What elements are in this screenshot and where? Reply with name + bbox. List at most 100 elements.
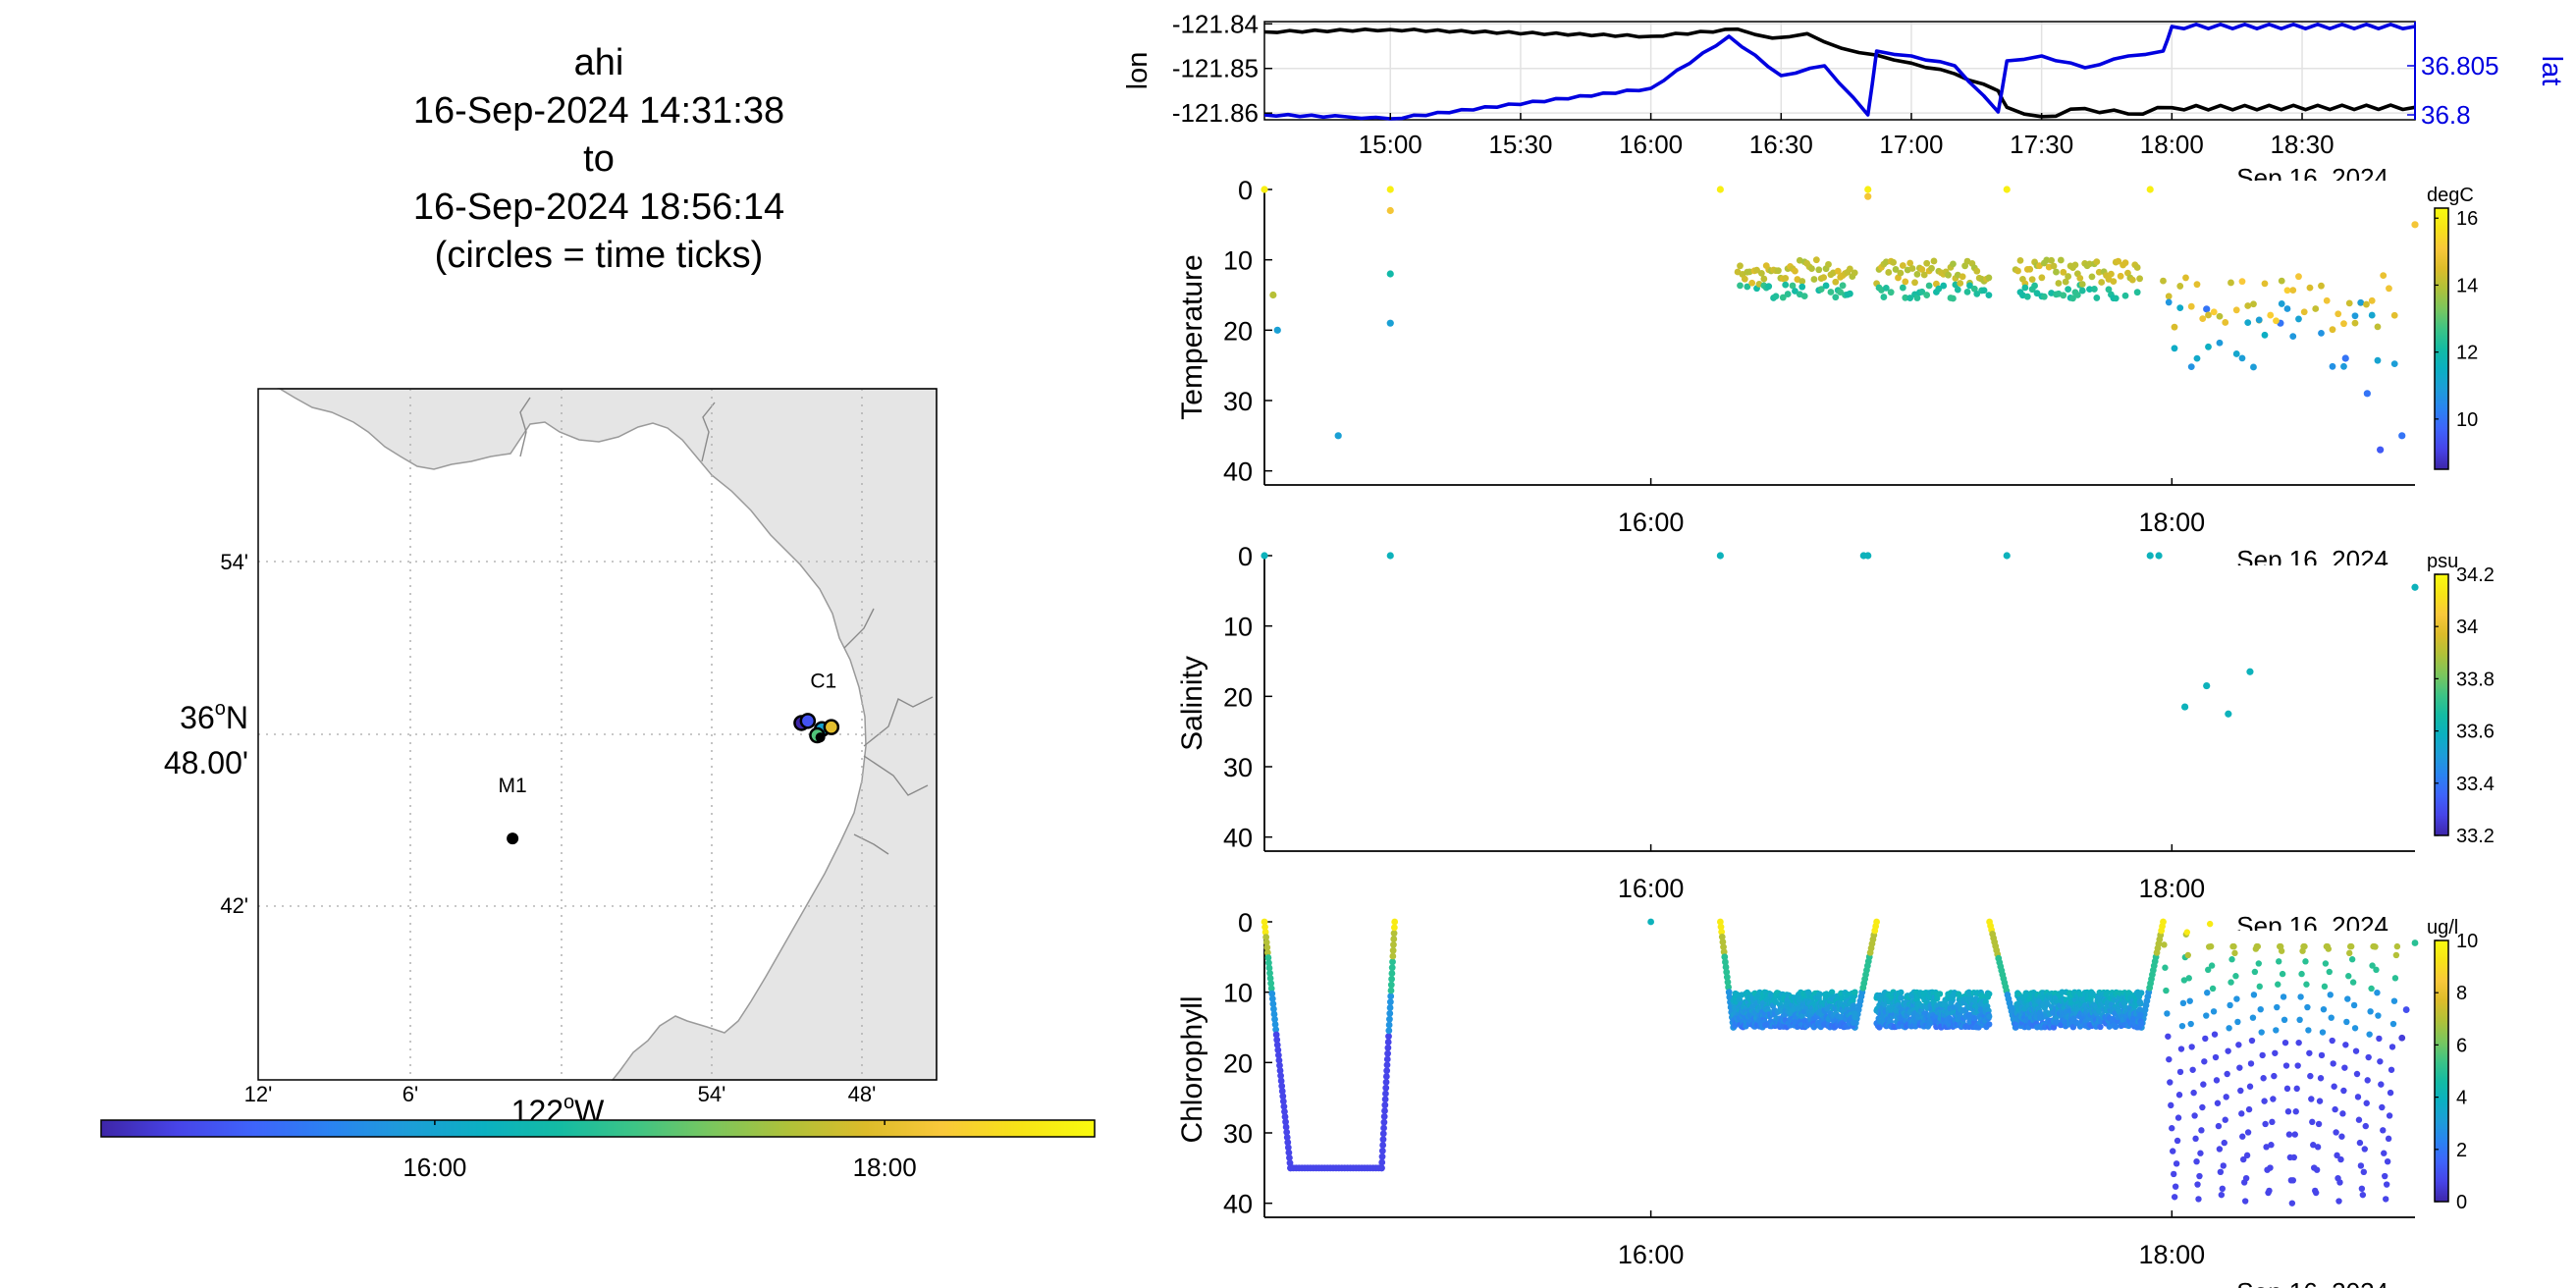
chlorophyll-point bbox=[1286, 1154, 1293, 1161]
chlorophyll-point bbox=[2307, 1072, 2314, 1080]
temperature-point bbox=[2250, 363, 2257, 371]
time-colorbar-label: 16:00 bbox=[402, 1153, 466, 1182]
chlorophyll-point bbox=[2217, 1168, 2225, 1176]
temperature-point bbox=[2187, 363, 2195, 371]
temperature-point bbox=[2363, 390, 2371, 398]
temperature-point bbox=[2093, 295, 2101, 301]
map-lon-tick: 48' bbox=[848, 1082, 877, 1106]
chlorophyll-point bbox=[2136, 1006, 2143, 1013]
chlorophyll-point bbox=[2349, 979, 2357, 986]
chlorophyll-point bbox=[1386, 998, 1394, 1006]
temperature-point bbox=[2093, 258, 2101, 266]
panel-colorbar-label: 16 bbox=[2456, 208, 2478, 230]
temperature-point bbox=[2199, 315, 2207, 323]
temperature-point bbox=[2098, 279, 2106, 286]
lonlat-x-tick-label: 17:00 bbox=[1879, 130, 1943, 159]
temperature-point bbox=[1789, 282, 1797, 290]
lonlat-x-tick-label: 18:30 bbox=[2270, 130, 2334, 159]
chlorophyll-point bbox=[2216, 1146, 2224, 1153]
chlorophyll-point bbox=[2272, 1049, 2279, 1056]
salinity-point bbox=[1261, 552, 1268, 560]
chlorophyll-point bbox=[2305, 1027, 2312, 1034]
chlorophyll-point bbox=[2171, 1194, 2178, 1201]
temperature-point bbox=[2261, 331, 2269, 339]
chlorophyll-point bbox=[1850, 1019, 1857, 1027]
chlorophyll-point bbox=[2165, 1033, 2172, 1040]
temperature-point bbox=[1772, 293, 1780, 300]
chlorophyll-point bbox=[1268, 990, 1276, 997]
temperature-point bbox=[1784, 291, 1792, 297]
chlorophyll-point bbox=[1265, 964, 1273, 972]
chlorophyll-point bbox=[2228, 956, 2235, 963]
lat-tick-label: 36.8 bbox=[2421, 100, 2471, 130]
chlorophyll-point bbox=[2326, 968, 2333, 976]
chlorophyll-point bbox=[2381, 1150, 2388, 1156]
panel-colorbar-label: 10 bbox=[2456, 409, 2478, 431]
lonlat-x-tick-label: 16:30 bbox=[1749, 130, 1813, 159]
chlorophyll-point bbox=[2368, 985, 2375, 993]
temperature-point bbox=[1757, 269, 1765, 277]
temperature-point bbox=[2193, 281, 2201, 289]
temperature-point bbox=[1817, 286, 1825, 293]
chlorophyll-point bbox=[1986, 991, 1993, 997]
chlorophyll-point bbox=[2411, 939, 2419, 946]
lonlat-x-tick-label: 18:00 bbox=[2140, 130, 2204, 159]
chlorophyll-point bbox=[1719, 939, 1727, 945]
chlorophyll-point bbox=[1379, 1130, 1387, 1138]
panel-y-tick-label: 20 bbox=[1223, 1048, 1253, 1078]
chlorophyll-point bbox=[1716, 918, 1724, 926]
time-colorbar bbox=[100, 1119, 1096, 1138]
chlorophyll-point bbox=[1720, 948, 1728, 956]
chlorophyll-point bbox=[2384, 1157, 2391, 1165]
temperature-point bbox=[2278, 277, 2285, 285]
chlorophyll-point bbox=[2339, 1110, 2346, 1117]
chlorophyll-point bbox=[2351, 1025, 2359, 1032]
chlorophyll-point bbox=[2353, 1070, 2361, 1078]
station-label: M1 bbox=[499, 775, 527, 797]
temperature-point bbox=[2227, 279, 2234, 287]
chlorophyll-point bbox=[2268, 1142, 2275, 1149]
chlorophyll-point bbox=[1725, 989, 1733, 996]
chlorophyll-point bbox=[2391, 975, 2399, 982]
chlorophyll-point bbox=[2348, 956, 2356, 963]
temperature-point bbox=[1792, 267, 1798, 275]
chlorophyll-point bbox=[1263, 948, 1271, 956]
panel-y-tick-label: 40 bbox=[1223, 824, 1253, 853]
chlorophyll-point bbox=[1261, 918, 1268, 926]
temperature-point bbox=[2295, 273, 2302, 281]
chlorophyll-point bbox=[2279, 970, 2286, 978]
lonlat-ylabel-left: lon bbox=[1122, 52, 1154, 90]
chlorophyll-point bbox=[2170, 1148, 2176, 1154]
temperature-point bbox=[1827, 289, 1835, 295]
temperature-point bbox=[2128, 276, 2136, 284]
temperature-point bbox=[1882, 284, 1890, 292]
temperature-point bbox=[2076, 275, 2084, 282]
chlorophyll-point bbox=[2270, 1096, 2277, 1102]
temperature-point bbox=[2318, 329, 2325, 337]
temperature-point bbox=[1963, 288, 1971, 295]
chlorophyll-point bbox=[2235, 1042, 2242, 1048]
chlorophyll-point bbox=[2186, 997, 2193, 1004]
temperature-point bbox=[1899, 262, 1906, 269]
temperature-point bbox=[2133, 289, 2141, 296]
chlorophyll-point bbox=[2387, 1089, 2394, 1097]
temperature-point bbox=[1810, 276, 1818, 283]
temperature-point bbox=[2146, 186, 2154, 193]
temperature-point bbox=[1923, 259, 1931, 267]
chlorophyll-point bbox=[1724, 979, 1732, 986]
chlorophyll-point bbox=[2231, 949, 2238, 957]
temperature-point bbox=[1911, 279, 1918, 287]
chlorophyll-point bbox=[2365, 1053, 2372, 1061]
chlorophyll-point bbox=[2296, 1016, 2303, 1024]
chlorophyll-point bbox=[1647, 918, 1655, 926]
chlorophyll-point bbox=[1273, 1036, 1281, 1044]
chlorophyll-point bbox=[1383, 1061, 1391, 1069]
chlorophyll-point bbox=[1285, 1149, 1293, 1156]
chlorophyll-point bbox=[2342, 1042, 2349, 1048]
chlorophyll-point bbox=[2257, 1005, 2264, 1013]
map-river bbox=[701, 402, 716, 462]
temperature-point bbox=[1737, 282, 1744, 290]
chlorophyll-point bbox=[1898, 989, 1905, 996]
temperature-point bbox=[2390, 360, 2398, 368]
temperature-point bbox=[1928, 264, 1935, 272]
